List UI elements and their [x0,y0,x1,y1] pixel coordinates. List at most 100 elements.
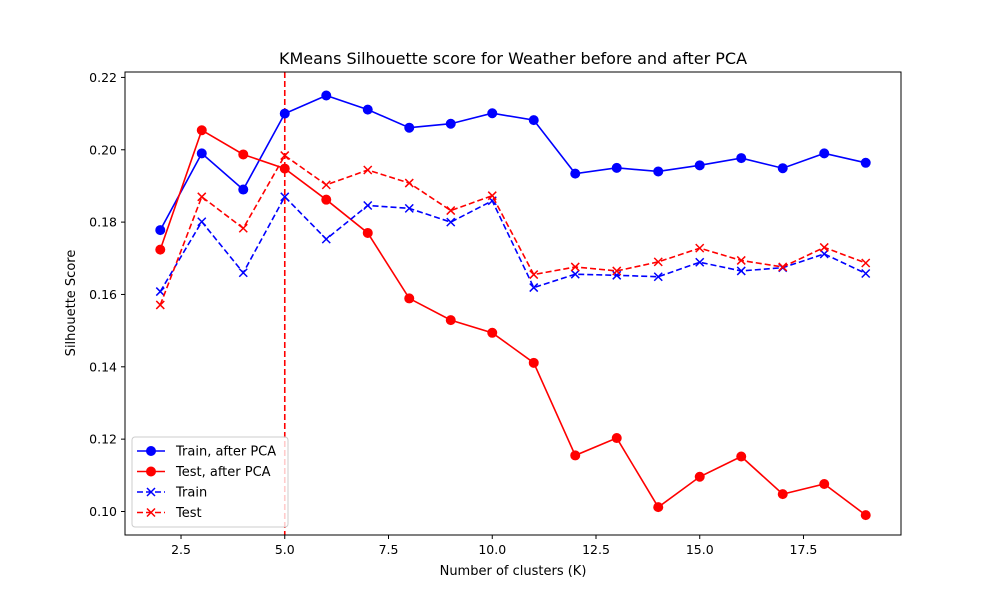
legend-label: Test, after PCA [175,465,271,480]
data-point [155,244,166,255]
data-point [487,191,497,201]
data-point [321,180,331,190]
data-point [445,118,456,129]
y-tick-label: 0.16 [89,287,117,302]
data-point [196,148,207,159]
data-point [653,166,664,177]
x-axis-ticks: 2.5 5.0 7.5 10.0 12.5 15.0 17.5 [171,535,817,557]
data-point [238,149,249,160]
legend-box [131,436,289,528]
data-point [777,163,788,174]
data-point [238,268,248,278]
data-point [695,243,705,253]
legend-label: Train [175,486,207,501]
data-point [155,287,165,297]
y-tick-label: 0.18 [89,215,117,230]
data-point [653,502,664,513]
y-tick-label: 0.12 [89,432,117,447]
data-point [196,125,207,136]
y-axis-ticks: 0.10 0.12 0.14 0.16 0.18 0.20 0.22 [89,70,125,519]
data-point [778,262,788,272]
x-tick-label: 12.5 [582,542,610,557]
data-point [528,357,539,368]
y-tick-label: 0.20 [89,142,117,157]
data-point [238,223,248,233]
data-point [653,257,663,267]
series-line [159,154,867,306]
data-point [860,510,871,521]
plot-area [155,72,871,535]
data-point [321,234,331,244]
data-point [363,200,373,211]
data-point [404,203,414,213]
legend-label: Train, after PCA [175,445,276,460]
data-point [570,269,580,279]
series-0 [155,90,871,236]
data-point [611,162,622,173]
data-point [694,160,705,171]
data-point [653,272,663,282]
legend-marker [146,507,156,518]
data-point [736,266,746,276]
data-point [155,300,165,310]
y-tick-label: 0.14 [89,359,117,374]
chart-title: KMeans Silhouette score for Weather befo… [279,49,747,68]
data-point [445,315,456,326]
x-tick-label: 10.0 [478,542,506,557]
data-point [404,178,414,188]
data-point [861,268,871,279]
data-point [860,157,871,168]
data-point [321,194,332,205]
y-tick-label: 0.22 [89,70,117,85]
data-point [529,283,539,293]
legend-label: Test [175,506,202,521]
series-3 [155,151,871,310]
data-point [736,255,746,265]
x-tick-label: 15.0 [686,542,714,557]
data-point [446,206,456,216]
data-point [280,192,290,202]
legend-marker [146,487,156,497]
data-point [694,471,705,482]
data-point [279,108,290,119]
x-tick-label: 7.5 [379,542,399,557]
data-point [819,478,830,489]
data-point [279,163,290,174]
y-axis-label: Silhouette Score [64,250,79,357]
x-axis-label: Number of clusters (K) [440,564,587,579]
x-tick-label: 2.5 [171,542,191,557]
data-point [404,122,415,133]
series-2 [155,192,871,297]
data-point [736,451,747,462]
data-point [570,168,581,179]
x-tick-label: 5.0 [275,542,295,557]
data-point [861,258,871,268]
data-point [695,257,705,267]
data-point [487,327,498,338]
data-point [529,270,539,280]
series-line [159,195,867,292]
data-point [197,217,207,227]
data-point [404,293,415,304]
legend: Train, after PCA Test, after PCA Train Test [131,436,289,528]
data-point [612,266,622,276]
data-point [570,450,581,461]
data-point [363,165,373,175]
data-point [321,90,332,101]
series-line [159,94,866,231]
data-point [280,151,290,161]
data-point [819,242,829,252]
data-point [197,192,207,202]
y-tick-label: 0.10 [89,504,117,519]
legend-marker [146,466,156,477]
data-point [570,262,580,272]
data-point [238,184,249,195]
data-point [777,489,788,500]
x-tick-label: 17.5 [790,542,818,557]
data-point [528,115,539,126]
data-point [736,153,747,164]
data-point [362,227,373,238]
data-point [611,433,622,444]
legend-marker [146,446,156,456]
